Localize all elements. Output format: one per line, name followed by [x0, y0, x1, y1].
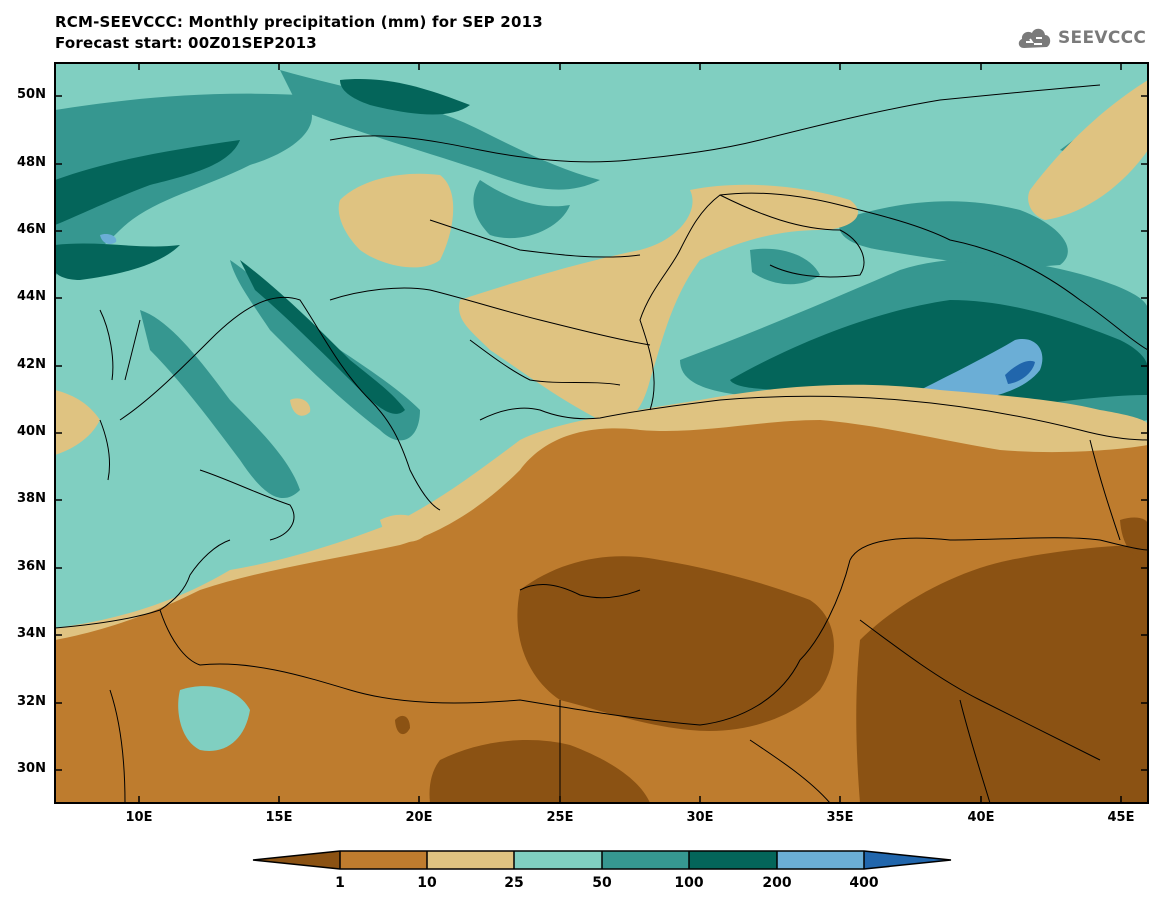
colorbar-segment-above-400: [864, 851, 951, 869]
colorbar-label-100: 100: [674, 875, 704, 891]
lat-label-30n: 30N: [17, 761, 46, 776]
lat-label-32n: 32N: [17, 694, 46, 709]
lon-label-45e: 45E: [1107, 810, 1135, 825]
lat-label-40n: 40N: [17, 424, 46, 439]
colorbar-label-10: 10: [417, 875, 437, 891]
colorbar-segment-100-200: [689, 851, 777, 869]
lon-label-25e: 25E: [546, 810, 574, 825]
title-line-1: RCM-SEEVCCC: Monthly precipitation (mm) …: [55, 13, 543, 31]
lat-label-48n: 48N: [17, 155, 46, 170]
colorbar-segment-10-25: [427, 851, 514, 869]
lat-label-44n: 44N: [17, 289, 46, 304]
lat-label-38n: 38N: [17, 491, 46, 506]
colorbar-label-25: 25: [504, 875, 524, 891]
lon-label-40e: 40E: [967, 810, 995, 825]
lat-label-50n: 50N: [17, 87, 46, 102]
colorbar-label-1: 1: [335, 875, 345, 891]
lat-label-46n: 46N: [17, 222, 46, 237]
colorbar: [252, 850, 952, 870]
cloud-icon: [1018, 28, 1051, 48]
lon-label-30e: 30E: [686, 810, 714, 825]
lon-label-15e: 15E: [265, 810, 293, 825]
lat-label-34n: 34N: [17, 626, 46, 641]
lon-ticks: [138, 63, 1122, 803]
lon-label-10e: 10E: [125, 810, 153, 825]
colorbar-segment-25-50: [514, 851, 602, 869]
precipitation-field: [55, 63, 1148, 803]
lon-label-20e: 20E: [405, 810, 433, 825]
colorbar-label-200: 200: [762, 875, 792, 891]
colorbar-segment-below-1: [253, 851, 340, 869]
coastlines-borders: [55, 84, 1148, 803]
logo-text: SEEVCCC: [1058, 28, 1147, 48]
lat-label-42n: 42N: [17, 357, 46, 372]
colorbar-segment-1-10: [340, 851, 427, 869]
colorbar-label-400: 400: [849, 875, 879, 891]
lon-label-35e: 35E: [826, 810, 854, 825]
map-title: RCM-SEEVCCC: Monthly precipitation (mm) …: [55, 12, 543, 54]
lat-label-36n: 36N: [17, 559, 46, 574]
colorbar-label-50: 50: [592, 875, 612, 891]
title-line-2: Forecast start: 00Z01SEP2013: [55, 34, 317, 52]
lat-ticks: [55, 95, 1148, 771]
colorbar-segment-50-100: [602, 851, 689, 869]
seevccc-logo: SEEVCCC: [1016, 22, 1146, 54]
colorbar-segment-200-400: [777, 851, 864, 869]
